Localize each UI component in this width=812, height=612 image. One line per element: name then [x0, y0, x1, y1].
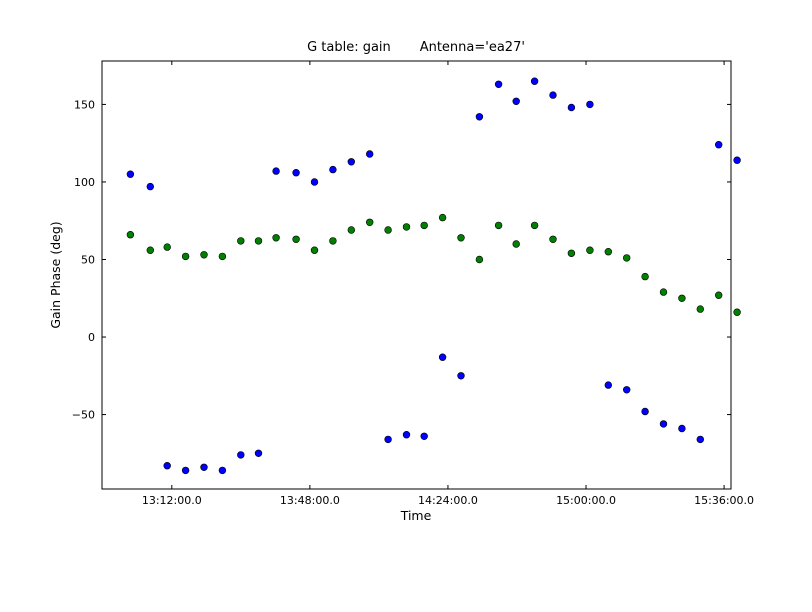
data-point	[200, 463, 208, 471]
data-point	[733, 308, 741, 316]
x-tick-label: 13:12:00.0	[142, 494, 202, 507]
x-tick-label: 14:24:00.0	[418, 494, 478, 507]
data-point	[218, 252, 227, 261]
series-2	[126, 213, 741, 316]
data-point	[329, 165, 337, 174]
y-tick-label: −50	[72, 409, 95, 422]
data-point	[567, 103, 576, 112]
data-point	[366, 218, 374, 227]
data-point	[420, 221, 428, 230]
x-tick-label: 15:36:00.0	[694, 494, 754, 507]
data-point	[604, 248, 612, 256]
data-point	[310, 246, 319, 254]
data-point	[163, 462, 171, 470]
data-point	[163, 243, 171, 251]
series-1	[126, 77, 741, 475]
x-tick-label: 13:48:00.0	[280, 494, 340, 507]
plot-area-frame	[101, 60, 732, 490]
axis-ticks: 13:12:00.0 13:48:00.0 14:24:00.0 15:00:00.0…	[72, 61, 754, 507]
data-point	[438, 213, 447, 222]
data-point	[714, 141, 723, 149]
data-point	[733, 156, 741, 164]
data-point	[254, 449, 263, 457]
y-axis-title: Gain Phase (deg)	[48, 221, 63, 328]
data-point	[494, 80, 503, 89]
data-point	[292, 169, 300, 177]
data-point	[659, 288, 668, 296]
data-point	[641, 407, 649, 416]
data-point	[384, 226, 392, 234]
data-point	[237, 451, 245, 459]
data-point	[696, 435, 704, 444]
data-point	[384, 435, 392, 444]
data-point	[366, 150, 374, 158]
data-point	[530, 221, 539, 230]
data-point	[438, 353, 447, 361]
data-point	[659, 420, 668, 428]
data-point	[512, 240, 520, 248]
data-point	[494, 221, 503, 230]
data-point	[329, 237, 337, 245]
data-point	[678, 294, 686, 302]
x-axis-title: Time	[400, 508, 432, 523]
data-point	[512, 97, 520, 106]
data-point	[622, 386, 631, 394]
data-point	[549, 235, 557, 244]
data-point	[126, 231, 135, 239]
data-point	[254, 237, 263, 245]
y-tick-label: 0	[88, 331, 95, 344]
data-point	[146, 246, 155, 254]
data-point	[347, 158, 355, 166]
data-point	[475, 255, 484, 264]
data-point	[126, 170, 135, 178]
data-point	[181, 466, 190, 475]
data-point	[457, 372, 465, 380]
data-point	[200, 251, 208, 259]
data-point	[218, 466, 227, 475]
data-point	[272, 167, 280, 175]
data-point	[549, 91, 557, 99]
data-point	[402, 431, 411, 439]
data-point	[420, 432, 428, 440]
data-point	[181, 252, 190, 261]
data-point	[530, 77, 539, 85]
y-tick-label: 50	[81, 253, 95, 266]
chart-title: G table: gain Antenna='ea27'	[307, 40, 525, 55]
y-tick-label: 150	[74, 98, 95, 111]
data-point	[586, 100, 594, 109]
data-point	[604, 381, 612, 389]
data-point	[567, 249, 576, 258]
x-tick-label: 15:00:00.0	[556, 494, 616, 507]
data-point	[457, 234, 465, 242]
data-point	[146, 182, 155, 191]
data-point	[292, 235, 300, 244]
y-tick-label: 100	[74, 176, 95, 189]
data-point	[310, 178, 319, 186]
data-point	[696, 305, 704, 313]
data-point	[641, 272, 649, 281]
data-point	[714, 291, 723, 299]
data-point	[402, 223, 411, 231]
data-point	[272, 234, 280, 242]
data-point	[475, 113, 484, 121]
data-point	[347, 226, 355, 234]
data-point	[586, 246, 594, 254]
data-point	[237, 237, 245, 245]
data-points	[126, 77, 741, 475]
data-point	[678, 424, 686, 433]
data-point	[622, 254, 631, 262]
